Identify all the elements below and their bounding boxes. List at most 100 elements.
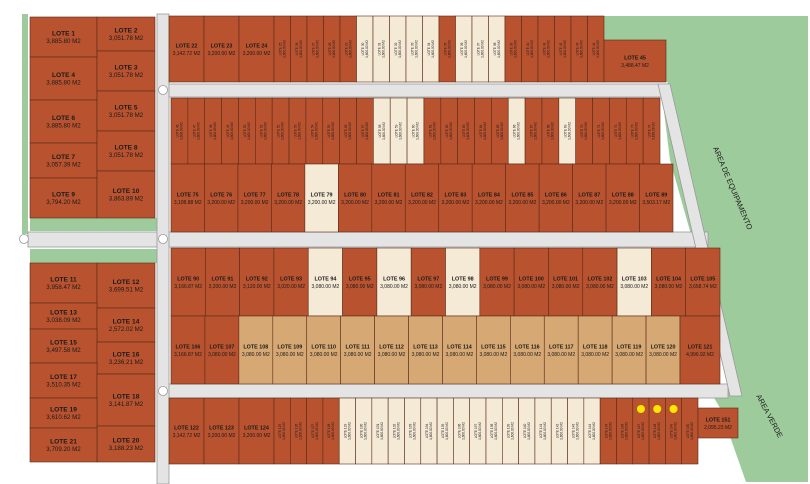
lote-147-marker[interactable] <box>636 405 645 413</box>
lote-69[interactable]: LOTE 69 1,600.00 M2 <box>558 97 576 165</box>
lote-143[interactable]: LOTE 143 1,600.00 M2 <box>567 397 585 465</box>
lote-5[interactable]: LOTE 53,051.78 M2 <box>96 90 156 132</box>
lote-86[interactable]: LOTE 863,200.00 M2 <box>538 163 573 233</box>
lote-93[interactable]: LOTE 933,020.00 M2 <box>273 247 309 317</box>
lote-17[interactable]: LOTE 173,510.35 M2 <box>29 362 98 399</box>
lote-85[interactable]: LOTE 853,200.00 M2 <box>505 163 540 233</box>
lote-21[interactable]: LOTE 213,709.20 M2 <box>29 427 98 463</box>
lote-125[interactable]: LOTE 125 1,600.00 M2 <box>273 397 291 465</box>
lote-71[interactable]: LOTE 71 1,600.00 M2 <box>592 97 610 165</box>
lote-49[interactable]: LOTE 49 1,600.00 M2 <box>221 97 239 165</box>
lote-28[interactable]: LOTE 28 1,600.00 M2 <box>323 15 341 83</box>
lote-36[interactable]: LOTE 36 1,600.00 M2 <box>455 15 473 83</box>
lote-52[interactable]: LOTE 52 1,600.00 M2 <box>271 97 290 165</box>
lote-11[interactable]: LOTE 113,958.47 M2 <box>29 262 98 304</box>
lote-130[interactable]: LOTE 130 1,600.00 M2 <box>355 397 373 465</box>
lote-90[interactable]: LOTE 903,166.87 M2 <box>170 247 206 317</box>
lote-67[interactable]: LOTE 67 1,600.00 M2 <box>524 97 543 165</box>
lote-89[interactable]: LOTE 893,503.17 M2 <box>639 163 674 233</box>
lote-74[interactable]: LOTE 74 3,188.16 M2 <box>642 97 661 165</box>
lote-95[interactable]: LOTE 953,080.00 M2 <box>342 247 378 317</box>
lote-37[interactable]: LOTE 37 1,600.00 M2 <box>471 15 489 83</box>
lote-146[interactable]: LOTE 146 1,600.00 M2 <box>616 397 634 465</box>
lote-145[interactable]: LOTE 145 1,600.00 M2 <box>599 397 617 465</box>
lote-56[interactable]: LOTE 56 1,600.00 M2 <box>339 97 357 165</box>
lote-48[interactable]: LOTE 48 1,600.00 M2 <box>204 97 222 165</box>
lote-135[interactable]: LOTE 135 1,600.00 M2 <box>436 397 454 465</box>
lote-58[interactable]: LOTE 58 1,600.00 M2 <box>373 97 391 165</box>
lote-87[interactable]: LOTE 873,200.00 M2 <box>572 163 607 233</box>
lote-27[interactable]: LOTE 27 1,600.00 M2 <box>306 15 324 83</box>
lote-44[interactable]: LOTE 44 1,600.00 M2 <box>587 15 605 83</box>
lote-76[interactable]: LOTE 763,200.00 M2 <box>204 163 239 233</box>
lote-46[interactable]: LOTE 46 1,600.00 M2 <box>170 97 189 165</box>
lote-47[interactable]: LOTE 47 1,600.00 M2 <box>187 97 206 165</box>
lote-42[interactable]: LOTE 42 1,600.00 M2 <box>554 15 572 83</box>
lote-33[interactable]: LOTE 33 1,600.00 M2 <box>405 15 423 83</box>
lote-60[interactable]: LOTE 60 1,600.00 M2 <box>406 97 425 165</box>
lote-138[interactable]: LOTE 138 1,600.00 M2 <box>485 397 503 465</box>
lote-25[interactable]: LOTE 25 1,600.00 M2 <box>273 15 291 83</box>
lote-144[interactable]: LOTE 144 1,600.00 M2 <box>583 397 601 465</box>
lote-40[interactable]: LOTE 40 1,600.00 M2 <box>521 15 539 83</box>
lote-88[interactable]: LOTE 883,200.00 M2 <box>605 163 640 233</box>
lote-45[interactable]: LOTE 453,488.47 M2 <box>603 39 667 83</box>
lote-134[interactable]: LOTE 134 1,600.00 M2 <box>420 397 438 465</box>
lote-8[interactable]: LOTE 83,051.78 M2 <box>96 130 156 172</box>
lote-18[interactable]: LOTE 183,141.87 M2 <box>96 373 156 427</box>
lote-38[interactable]: LOTE 38 1,600.00 M2 <box>488 15 506 83</box>
lote-1[interactable]: LOTE 13,885.80 M2 <box>29 16 98 58</box>
lote-137[interactable]: LOTE 137 1,600.00 M2 <box>469 397 487 465</box>
lote-51[interactable]: LOTE 51 1,600.00 M2 <box>255 97 273 165</box>
lote-39[interactable]: LOTE 39 1,600.00 M2 <box>504 15 522 83</box>
lote-55[interactable]: LOTE 55 1,600.00 M2 <box>322 97 340 165</box>
lote-68[interactable]: LOTE 68 1,600.00 M2 <box>541 97 560 165</box>
lote-97[interactable]: LOTE 973,080.00 M2 <box>410 247 446 317</box>
lote-54[interactable]: LOTE 54 1,600.00 M2 <box>305 97 324 165</box>
lote-149-marker[interactable] <box>669 405 678 413</box>
lote-80[interactable]: LOTE 803,200.00 M2 <box>338 163 373 233</box>
lote-150[interactable]: LOTE 150 1,600.00 M2 <box>681 397 699 465</box>
lote-35[interactable]: LOTE 35 1,600.00 M2 <box>438 15 456 83</box>
lote-43[interactable]: LOTE 43 1,600.00 M2 <box>570 15 588 83</box>
lote-29[interactable]: LOTE 29 1,600.00 M2 <box>339 15 357 83</box>
lote-20[interactable]: LOTE 203,188.23 M2 <box>96 425 156 463</box>
lote-2[interactable]: LOTE 23,051.78 M2 <box>96 16 156 52</box>
lote-31[interactable]: LOTE 31 1,600.00 M2 <box>372 15 390 83</box>
lote-96[interactable]: LOTE 963,080.00 M2 <box>376 247 412 317</box>
lote-70[interactable]: LOTE 70 1,600.00 M2 <box>575 97 593 165</box>
lote-141[interactable]: LOTE 141 1,600.00 M2 <box>534 397 552 465</box>
lote-73[interactable]: LOTE 73 1,600.00 M2 <box>625 97 644 165</box>
lote-16[interactable]: LOTE 163,236.21 M2 <box>96 341 156 375</box>
lote-79[interactable]: LOTE 793,200.00 M2 <box>304 163 339 233</box>
lote-62[interactable]: LOTE 62 1,600.00 M2 <box>440 97 458 165</box>
lote-91[interactable]: LOTE 913,200.00 M2 <box>205 247 240 317</box>
lote-77[interactable]: LOTE 773,200.00 M2 <box>237 163 272 233</box>
lote-147[interactable]: LOTE 147 1,600.00 M2 <box>632 397 650 465</box>
lote-82[interactable]: LOTE 823,200.00 M2 <box>404 163 440 233</box>
lote-149[interactable]: LOTE 149 1,600.00 M2 <box>665 397 682 465</box>
lote-23[interactable]: LOTE 233,200.00 M2 <box>203 15 240 83</box>
lote-10[interactable]: LOTE 103,863.89 M2 <box>96 170 156 219</box>
lote-4[interactable]: LOTE 43,885.80 M2 <box>29 56 98 101</box>
lote-50[interactable]: LOTE 50 1,600.00 M2 <box>238 97 256 165</box>
lote-133[interactable]: LOTE 133 1,600.00 M2 <box>404 397 422 465</box>
lote-78[interactable]: LOTE 783,200.00 M2 <box>271 163 306 233</box>
lote-65[interactable]: LOTE 65 1,600.00 M2 <box>491 97 509 165</box>
